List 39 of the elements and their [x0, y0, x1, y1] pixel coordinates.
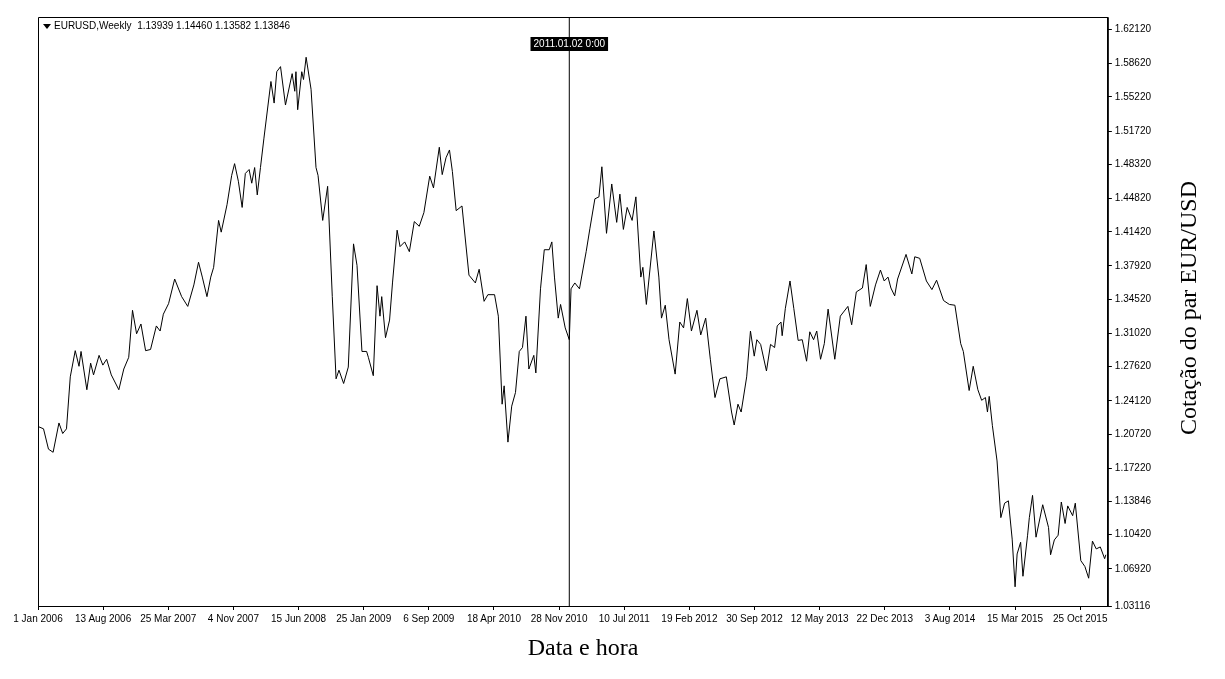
y-tick-label: 1.34520: [1114, 292, 1152, 304]
y-tick-label: 1.51720: [1114, 124, 1152, 136]
x-tick-label: 15 Jun 2008: [271, 612, 327, 624]
x-tick-label: 28 Nov 2010: [530, 612, 588, 624]
x-tick-label: 10 Jul 2011: [598, 612, 651, 624]
x-tick-label: 25 Mar 2007: [140, 612, 197, 624]
chart-title: EURUSD,Weekly 1.13939 1.14460 1.13582 1.13846: [54, 19, 291, 31]
x-tick-label: 12 May 2013: [790, 612, 850, 624]
x-tick-label: 15 Mar 2015: [987, 612, 1044, 624]
y-tick-label: 1.06920: [1114, 562, 1152, 574]
y-tick-label: 1.55220: [1114, 90, 1152, 102]
y-tick-label: 1.20720: [1114, 427, 1152, 439]
y-tick-label: 1.03116: [1114, 599, 1151, 611]
y-tick-label: 1.24120: [1114, 394, 1152, 406]
x-tick-label: 6 Sep 2009: [403, 612, 455, 624]
y-tick-label: 1.37920: [1114, 259, 1152, 271]
x-tick-label: 30 Sep 2012: [726, 612, 784, 624]
x-tick-label: 22 Dec 2013: [856, 612, 914, 624]
x-tick-label: 3 Aug 2014: [924, 612, 976, 624]
ref-line-label: 2011.01.02 0:00: [533, 37, 606, 49]
y-tick-label: 1.10420: [1114, 528, 1152, 540]
x-tick-label: 25 Jan 2009: [336, 612, 392, 624]
x-tick-label: 19 Feb 2012: [661, 612, 718, 624]
x-tick-label: 25 Oct 2015: [1052, 612, 1108, 624]
x-axis-title: Data e hora: [526, 634, 640, 661]
y-tick-label: 1.31020: [1114, 327, 1152, 339]
x-tick-label: 4 Nov 2007: [207, 612, 260, 624]
x-tick-label: 18 Apr 2010: [467, 612, 522, 624]
x-tick-label: 1 Jan 2006: [13, 612, 64, 624]
y-tick-label: 1.17220: [1114, 461, 1152, 473]
y-tick-label: 1.44820: [1114, 192, 1152, 204]
y-tick-label: 1.58620: [1114, 57, 1152, 69]
y-tick-label: 1.27620: [1114, 360, 1152, 372]
y-tick-label: 1.48320: [1114, 158, 1152, 170]
x-tick-label: 13 Aug 2006: [75, 612, 132, 624]
y-tick-label: 1.41420: [1114, 225, 1152, 237]
y-axis-title: Cotação do par EUR/USD: [1174, 181, 1202, 435]
y-tick-label: 1.62120: [1114, 23, 1152, 35]
y-tick-label: 1.13846: [1114, 494, 1152, 506]
